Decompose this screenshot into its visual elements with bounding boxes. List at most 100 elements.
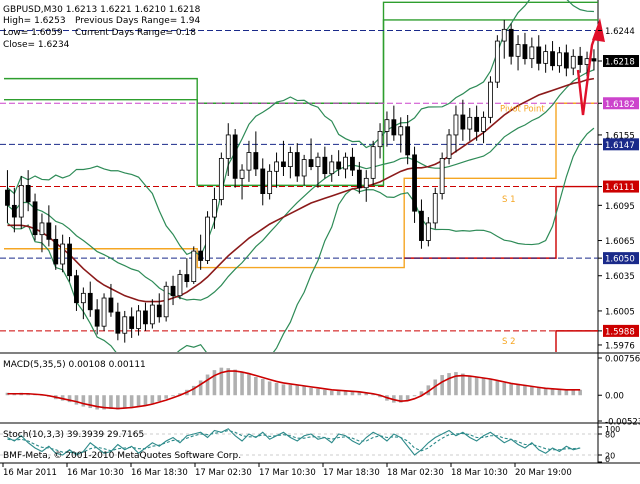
candle: [529, 37, 535, 69]
candle-body: [350, 156, 355, 171]
price-tick-label: 1.6095: [605, 202, 635, 212]
candle: [39, 213, 45, 253]
macd-bar: [454, 372, 458, 396]
candle-body: [474, 116, 480, 132]
candle: [570, 49, 576, 76]
candle-body: [529, 46, 535, 60]
macd-bar: [543, 388, 548, 396]
pivot-line-r2: [4, 19, 598, 187]
candle-body: [80, 292, 86, 304]
macd-bar: [467, 375, 472, 396]
candle: [129, 307, 135, 338]
candle-body: [156, 304, 162, 318]
macd-bar: [481, 377, 486, 396]
candle-body: [129, 316, 135, 329]
candle: [460, 99, 466, 141]
candle: [536, 35, 542, 71]
candle-body: [432, 193, 438, 224]
stoch-label: Stoch(10,3,3) 39.3939 29.7165: [3, 430, 144, 440]
forecast-arrow: [576, 18, 605, 116]
candle-body: [253, 152, 259, 170]
macd-bar: [302, 386, 306, 396]
price-tag-bg: [603, 324, 639, 337]
candle: [232, 129, 238, 188]
macd-bar: [536, 387, 541, 396]
candle: [591, 49, 597, 71]
macd-bar: [116, 395, 120, 410]
macd-bar: [557, 389, 562, 396]
candle: [501, 19, 507, 59]
candle-body: [281, 161, 286, 168]
info-close: Close= 1.6234: [3, 40, 70, 50]
bollinger-middle: [7, 69, 595, 301]
macd-bar: [178, 393, 182, 396]
candle-body: [301, 159, 307, 177]
macd-bar: [74, 395, 79, 405]
price-tick-label: 1.6005: [605, 307, 635, 317]
macd-bar: [233, 369, 237, 396]
candle: [281, 140, 286, 176]
candle: [184, 258, 190, 288]
candle: [543, 44, 549, 73]
macd-bar: [502, 382, 507, 396]
candle-body: [308, 159, 314, 168]
candle-body: [163, 285, 169, 318]
stoch-main-line: [7, 428, 581, 456]
price-tag-bg: [603, 252, 639, 265]
candle-body: [446, 134, 452, 159]
macd-bar: [157, 395, 162, 402]
candle-body: [501, 28, 507, 42]
time-tick-label: 20 Mar 19:00: [515, 468, 572, 478]
candle: [198, 234, 204, 270]
candle-body: [391, 119, 397, 136]
candle: [53, 225, 59, 270]
macd-bar: [136, 395, 141, 407]
macd-bar: [260, 378, 265, 396]
macd-bar: [398, 395, 403, 403]
candle-body: [239, 169, 245, 179]
candle-body: [481, 116, 486, 132]
candle-body: [5, 189, 10, 206]
macd-bar: [267, 381, 272, 396]
macd-bar: [433, 379, 438, 396]
macd-bar: [509, 383, 513, 396]
macd-bar: [274, 382, 279, 396]
candle: [260, 158, 266, 206]
candle-body: [405, 126, 411, 156]
candle-body: [294, 152, 300, 177]
macd-bar: [309, 387, 313, 396]
macd-bar: [67, 395, 72, 403]
candle-body: [343, 156, 348, 170]
candle-body: [543, 51, 549, 64]
macd-bar: [564, 390, 569, 396]
candle-body: [398, 126, 404, 136]
candle: [308, 138, 314, 171]
candle-body: [329, 161, 335, 175]
candle: [287, 146, 293, 179]
candle: [467, 107, 473, 141]
price-tick-label: 1.6218: [605, 58, 635, 68]
stochastic-pane: [0, 428, 598, 456]
macd-bar: [550, 389, 555, 396]
macd-bar: [578, 389, 582, 396]
candle-body: [356, 169, 362, 189]
candle: [425, 217, 431, 247]
candle-body: [363, 177, 369, 189]
macd-bar: [461, 373, 465, 396]
candle-body: [439, 157, 445, 194]
macd-bar: [329, 390, 334, 396]
price-tick-label: 1.5976: [605, 341, 635, 351]
candle: [18, 176, 24, 229]
candle: [301, 154, 307, 186]
time-tick-label: 17 Mar 02:30: [195, 468, 252, 478]
macd-bar: [191, 385, 196, 396]
candle-body: [287, 152, 293, 168]
candle-body: [494, 40, 500, 83]
candle-body: [74, 275, 79, 304]
candle-body: [218, 157, 224, 200]
candle-body: [46, 222, 52, 240]
price-tag-bg: [603, 138, 639, 151]
time-tick-label: 16 Mar 2011: [3, 468, 57, 478]
